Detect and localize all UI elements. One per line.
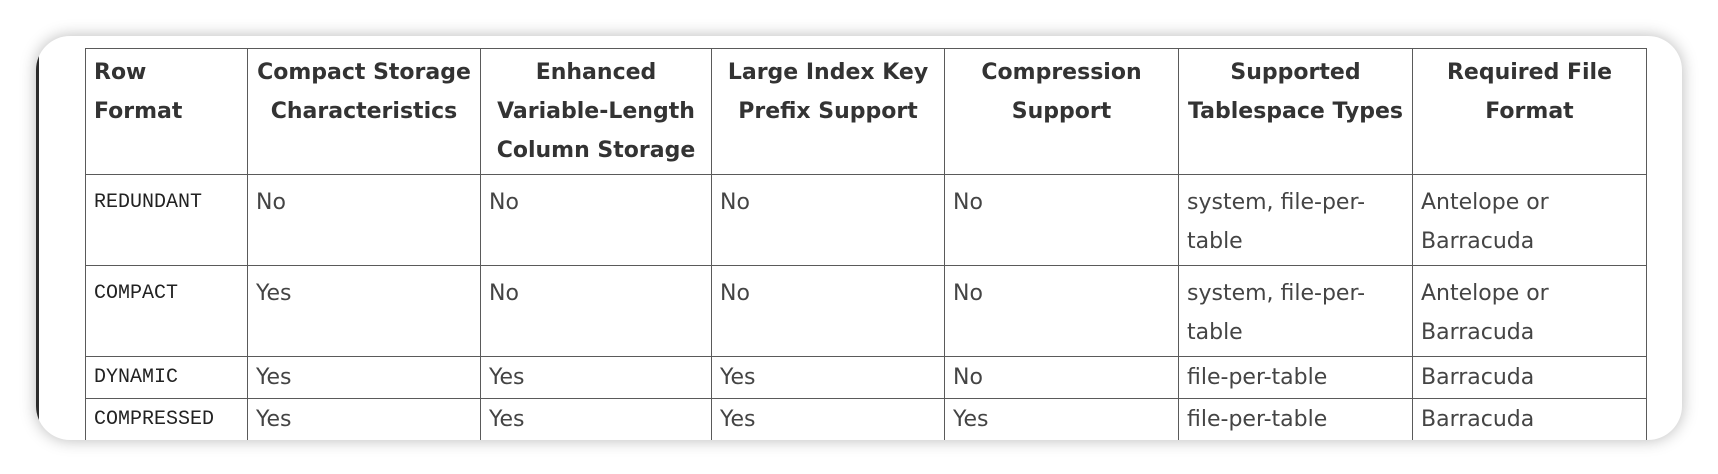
table-cell: Antelope or Barracuda [1412,265,1647,357]
table-cell: Barracuda [1412,398,1647,440]
table-cell: No [480,265,712,357]
table-cell: No [711,265,945,357]
content-card: Row Format Compact Storage Characteristi… [36,36,1682,440]
header-row: Row Format Compact Storage Characteristi… [85,48,1647,175]
table-cell: Yes [247,356,481,399]
header-enhanced-variable-length: Enhanced Variable-Length Column Storage [480,48,712,175]
row-format-name: DYNAMIC [85,356,248,399]
header-compact-storage: Compact Storage Characteristics [247,48,481,175]
table-cell: No [944,356,1179,399]
table-row: COMPRESSED Yes Yes Yes Yes file-per-tabl… [85,398,1647,440]
row-format-table: Row Format Compact Storage Characteristi… [85,48,1647,440]
row-format-name: COMPRESSED [85,398,248,440]
header-compression-support: Compression Support [944,48,1179,175]
table-cell: Barracuda [1412,356,1647,399]
table-cell: Yes [247,398,481,440]
table-cell: Yes [247,265,481,357]
table-cell: system, file-per-table [1178,174,1413,266]
table-cell: No [480,174,712,266]
card-left-edge [36,36,39,440]
table-row: COMPACT Yes No No No system, file-per-ta… [85,265,1647,357]
header-row-format: Row Format [85,48,248,175]
table-row: DYNAMIC Yes Yes Yes No file-per-table Ba… [85,356,1647,399]
table-cell: No [944,174,1179,266]
table-cell: Yes [711,356,945,399]
table-cell: Antelope or Barracuda [1412,174,1647,266]
table-cell: file-per-table [1178,398,1413,440]
table-cell: system, file-per-table [1178,265,1413,357]
header-required-file-format: Required File Format [1412,48,1647,175]
table-cell: Yes [711,398,945,440]
header-large-index-key-prefix: Large Index Key Prefix Support [711,48,945,175]
row-format-name: REDUNDANT [85,174,248,266]
row-format-name: COMPACT [85,265,248,357]
table-row: REDUNDANT No No No No system, file-per-t… [85,174,1647,266]
table-cell: file-per-table [1178,356,1413,399]
header-tablespace-types: Supported Tablespace Types [1178,48,1413,175]
table-cell: No [247,174,481,266]
table-cell: Yes [480,398,712,440]
table-cell: No [944,265,1179,357]
table-cell: Yes [480,356,712,399]
table-cell: No [711,174,945,266]
table-cell: Yes [944,398,1179,440]
